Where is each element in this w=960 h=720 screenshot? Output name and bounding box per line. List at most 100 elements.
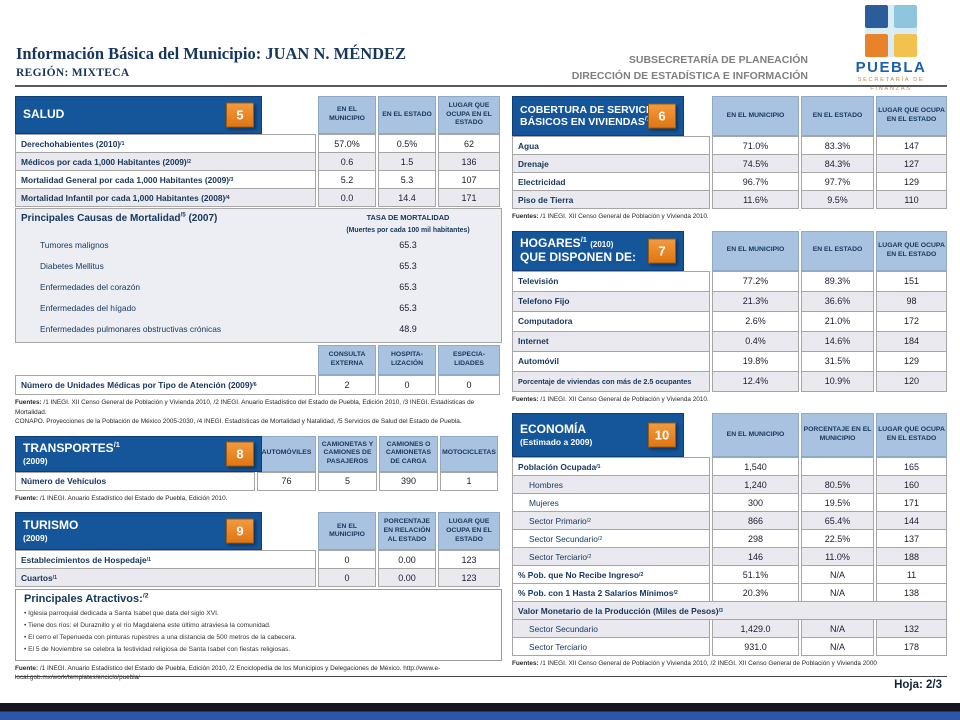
column-header: PORCENTAJE EN RELACIÓN AL ESTADO bbox=[378, 512, 436, 551]
cell-value: 83.3% bbox=[801, 136, 874, 155]
economia-badge: 10 bbox=[648, 422, 676, 448]
column-header: LUGAR QUE OCUPA EN EL ESTADO bbox=[876, 96, 947, 136]
row-label: Mortalidad General por cada 1,000 Habita… bbox=[21, 174, 230, 185]
turismo-title-bar: TURISMO (2009) 9 bbox=[15, 512, 262, 551]
cell-value: 160 bbox=[876, 475, 947, 495]
cell-value: 80.5% bbox=[801, 475, 874, 495]
row-label: Número de Vehículos bbox=[15, 471, 255, 491]
footer-band bbox=[0, 703, 960, 720]
page-number: Hoja: 2/3 bbox=[894, 679, 942, 691]
cell-value: 123 bbox=[438, 550, 500, 570]
footer-divider bbox=[15, 676, 947, 677]
cell-value: N/A bbox=[801, 565, 874, 585]
cell-value: 11.0% bbox=[801, 547, 874, 567]
source-note: Fuentes: /1 INEGI. XII Censo General de … bbox=[512, 395, 709, 403]
column-header: EN EL ESTADO bbox=[801, 96, 874, 136]
row-label: Drenaje bbox=[512, 154, 710, 173]
cell-value: 19.5% bbox=[801, 493, 874, 513]
cell-value: 0 bbox=[378, 375, 436, 395]
cell-value: 9.5% bbox=[801, 190, 874, 209]
cell-value: 0 bbox=[318, 550, 376, 570]
cell-value: 147 bbox=[876, 136, 947, 155]
cause-label: Enfermedades del corazón bbox=[40, 281, 141, 292]
hogares-table: HOGARES/1 (2010) QUE DISPONEN DE: 7 EN E… bbox=[512, 230, 947, 405]
section-title: SALUD bbox=[23, 107, 65, 122]
cobertura-badge: 6 bbox=[648, 103, 676, 129]
turismo-badge: 9 bbox=[226, 518, 254, 544]
cell-value: 20.3% bbox=[712, 583, 799, 603]
section-title: ECONOMÍA bbox=[520, 422, 586, 437]
cobertura-header-row: COBERTURA DE SERVICIOS BÁSICOS EN VIVIEN… bbox=[512, 96, 947, 136]
table-row: % Pob. con 1 Hasta 2 Salarios Mínimos/2 … bbox=[512, 583, 947, 603]
column-header: CAMIONES O CAMIONETAS DE CARGA bbox=[379, 435, 438, 472]
table-row: Internet 0.4% 14.6% 184 bbox=[512, 330, 947, 352]
cell-value: 74.5% bbox=[712, 154, 799, 173]
row-label: Televisión bbox=[512, 270, 710, 292]
cell-value: 123 bbox=[438, 568, 500, 588]
right-column: COBERTURA DE SERVICIOS BÁSICOS EN VIVIEN… bbox=[512, 96, 947, 669]
table-row: Telefono Fijo 21.3% 36.6% 98 bbox=[512, 290, 947, 312]
economia-header-row: ECONOMÍA (Estimado a 2009) 10 EN EL MUNI… bbox=[512, 413, 947, 458]
cause-value: 65.3 bbox=[399, 239, 417, 250]
logo-subtitle-2: FINANZAS bbox=[870, 85, 912, 92]
dept-line-1: SUBSECRETARÍA DE PLANEACIÓN bbox=[628, 54, 808, 66]
table-row: Número de Vehículos 76 5 390 1 bbox=[15, 471, 502, 491]
row-label: Porcentaje de viviendas con más de 2.5 o… bbox=[512, 370, 710, 392]
cell-value: 298 bbox=[712, 529, 799, 549]
column-header: LUGAR QUE OCUPA EN EL ESTADO bbox=[438, 96, 500, 134]
table-row: Valor Monetario de la Producción (Miles … bbox=[512, 601, 947, 621]
transportes-badge: 8 bbox=[226, 441, 254, 467]
cause-value: 48.9 bbox=[399, 323, 417, 334]
table-row: Sector Secundario/2 298 22.5% 137 bbox=[512, 529, 947, 549]
section-title-line1: HOGARES/1 (2010) bbox=[520, 234, 614, 250]
atractivo-item: Tiene dos ríos: el Duraznillo y el río M… bbox=[24, 620, 493, 632]
atractivo-item: Iglesia parroquial dedicada a Santa Isab… bbox=[24, 608, 493, 620]
logo-square-orange bbox=[865, 34, 888, 57]
cell-value: 188 bbox=[876, 547, 947, 567]
cell-value: 11.6% bbox=[712, 190, 799, 209]
cell-value: 21.0% bbox=[801, 310, 874, 332]
transportes-table: TRANSPORTES/1 (2009) 8 AUTOMÓVILES CAMIO… bbox=[15, 435, 502, 504]
table-row: Número de Unidades Médicas por Tipo de A… bbox=[15, 375, 502, 395]
row-label: Electricidad bbox=[512, 172, 710, 191]
cell-value: 172 bbox=[876, 310, 947, 332]
column-header: LUGAR QUE OCUPA EN EL ESTADO bbox=[876, 230, 947, 271]
logo-square-blue bbox=[865, 5, 888, 28]
section-title-line1: COBERTURA DE SERVICIOS bbox=[520, 103, 665, 116]
cell-value: N/A bbox=[801, 583, 874, 603]
table-row: Agua 71.0% 83.3% 147 bbox=[512, 136, 947, 155]
table-row: Drenaje 74.5% 84.3% 127 bbox=[512, 154, 947, 173]
column-header: EN EL MUNICIPIO bbox=[712, 230, 799, 271]
region-label: REGIÓN: MIXTECA bbox=[16, 67, 130, 79]
footnote-marker: /1 bbox=[113, 439, 120, 449]
column-header: MOTOCICLETAS bbox=[440, 435, 498, 472]
cell-value: 127 bbox=[876, 154, 947, 173]
cause-label: Enfermedades del hígado bbox=[40, 302, 136, 313]
table-row: Médicos por cada 1,000 Habitantes (2009)… bbox=[15, 152, 502, 171]
cell-value: 5 bbox=[318, 471, 377, 491]
footnote-marker: /1 bbox=[645, 116, 650, 123]
cell-value: 132 bbox=[876, 619, 947, 639]
economia-table: ECONOMÍA (Estimado a 2009) 10 EN EL MUNI… bbox=[512, 413, 947, 669]
cell-value: 31.5% bbox=[801, 350, 874, 372]
transportes-title-bar: TRANSPORTES/1 (2009) 8 bbox=[15, 435, 262, 472]
section-title: TURISMO bbox=[23, 518, 79, 533]
column-header: EN EL MUNICIPIO bbox=[318, 96, 376, 134]
cell-value: 0.4% bbox=[712, 330, 799, 352]
cell-value: 97.7% bbox=[801, 172, 874, 191]
cell-value: 931.0 bbox=[712, 637, 799, 657]
row-label: Sector Terciario bbox=[512, 637, 710, 657]
source-note: Fuentes: /1 INEGI. XII Censo General de … bbox=[512, 213, 709, 220]
column-header: EN EL MUNICIPIO bbox=[318, 512, 376, 551]
atractivo-item: El 5 de Noviembre se celebra la festivid… bbox=[24, 644, 493, 656]
cause-label: Tumores malignos bbox=[40, 239, 109, 250]
cell-value: 0 bbox=[318, 568, 376, 588]
logo-wordmark: PUEBLA bbox=[855, 59, 927, 76]
row-label: Telefono Fijo bbox=[512, 290, 710, 312]
cobertura-title-bar: COBERTURA DE SERVICIOS BÁSICOS EN VIVIEN… bbox=[512, 96, 684, 136]
hogares-badge: 7 bbox=[648, 238, 676, 264]
row-label: Hombres bbox=[512, 475, 710, 495]
cell-value: 165 bbox=[876, 457, 947, 477]
cell-value: 107 bbox=[438, 170, 500, 189]
header-divider bbox=[15, 85, 947, 87]
